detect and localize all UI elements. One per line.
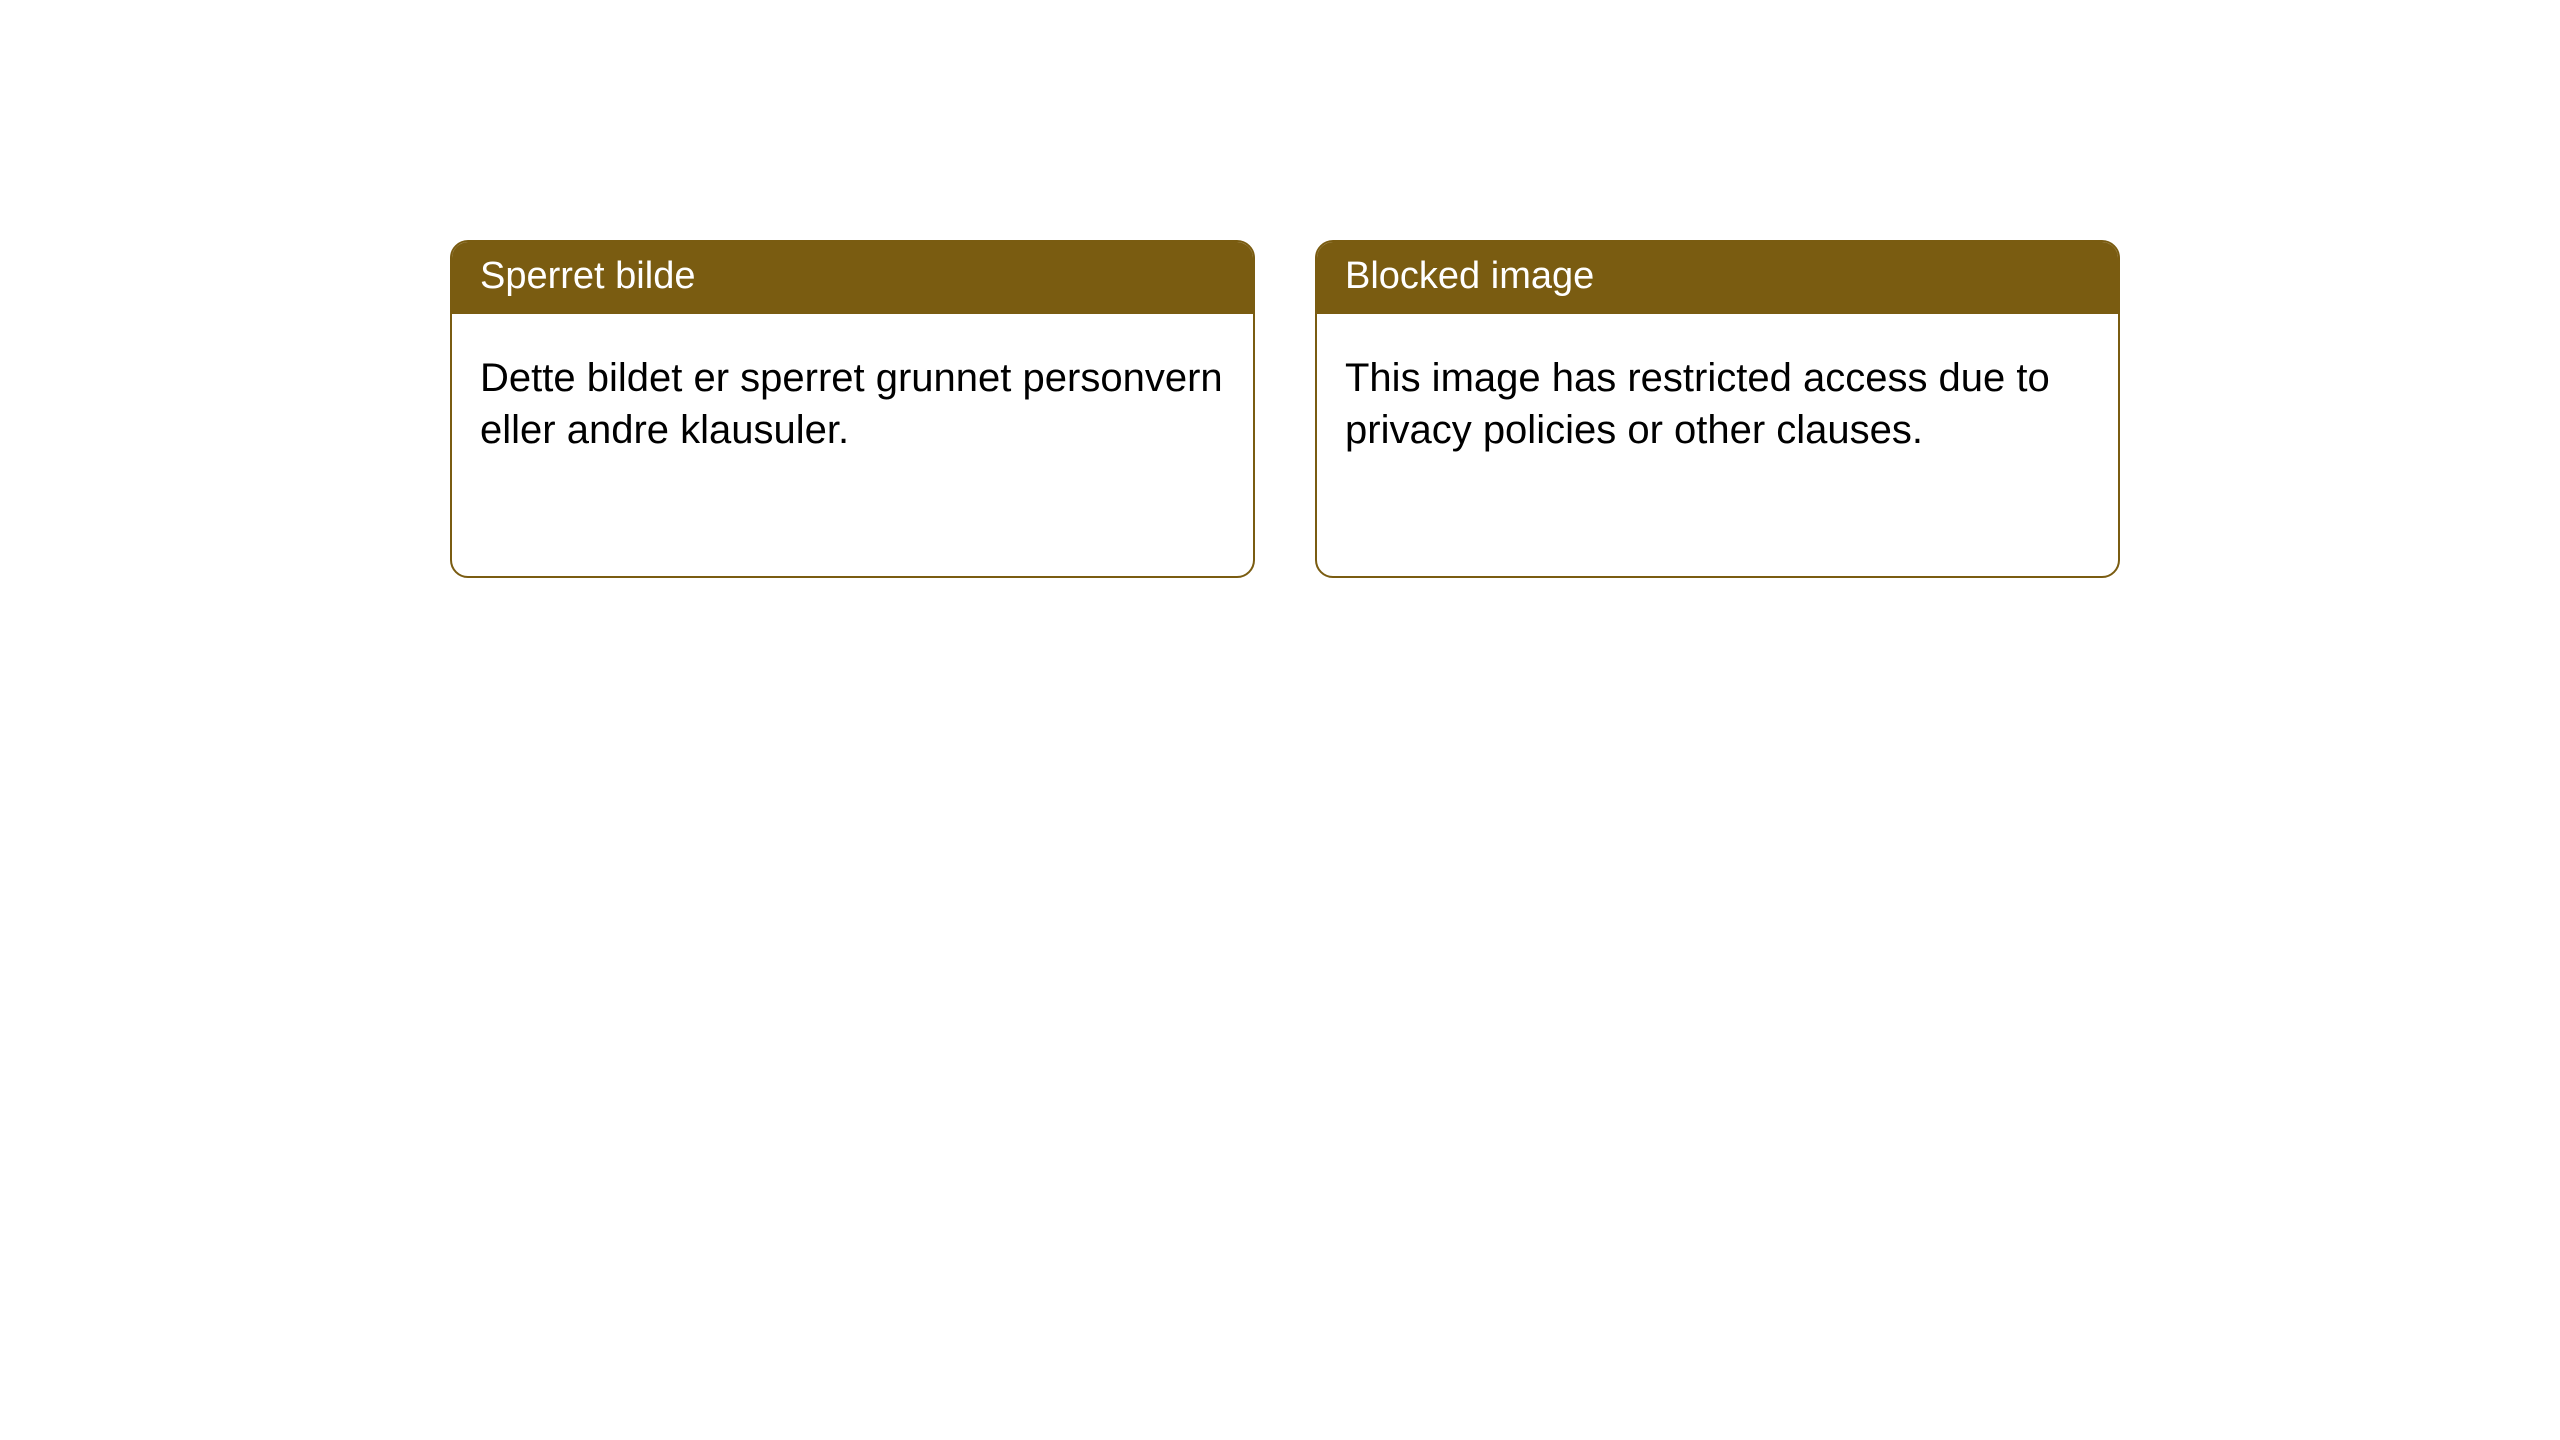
notice-card-header: Sperret bilde — [452, 242, 1253, 314]
notice-card-body: Dette bildet er sperret grunnet personve… — [452, 314, 1253, 484]
notice-card-english: Blocked image This image has restricted … — [1315, 240, 2120, 578]
notice-card-body: This image has restricted access due to … — [1317, 314, 2118, 484]
notice-card-norwegian: Sperret bilde Dette bildet er sperret gr… — [450, 240, 1255, 578]
notice-cards-container: Sperret bilde Dette bildet er sperret gr… — [0, 0, 2560, 578]
notice-card-header: Blocked image — [1317, 242, 2118, 314]
